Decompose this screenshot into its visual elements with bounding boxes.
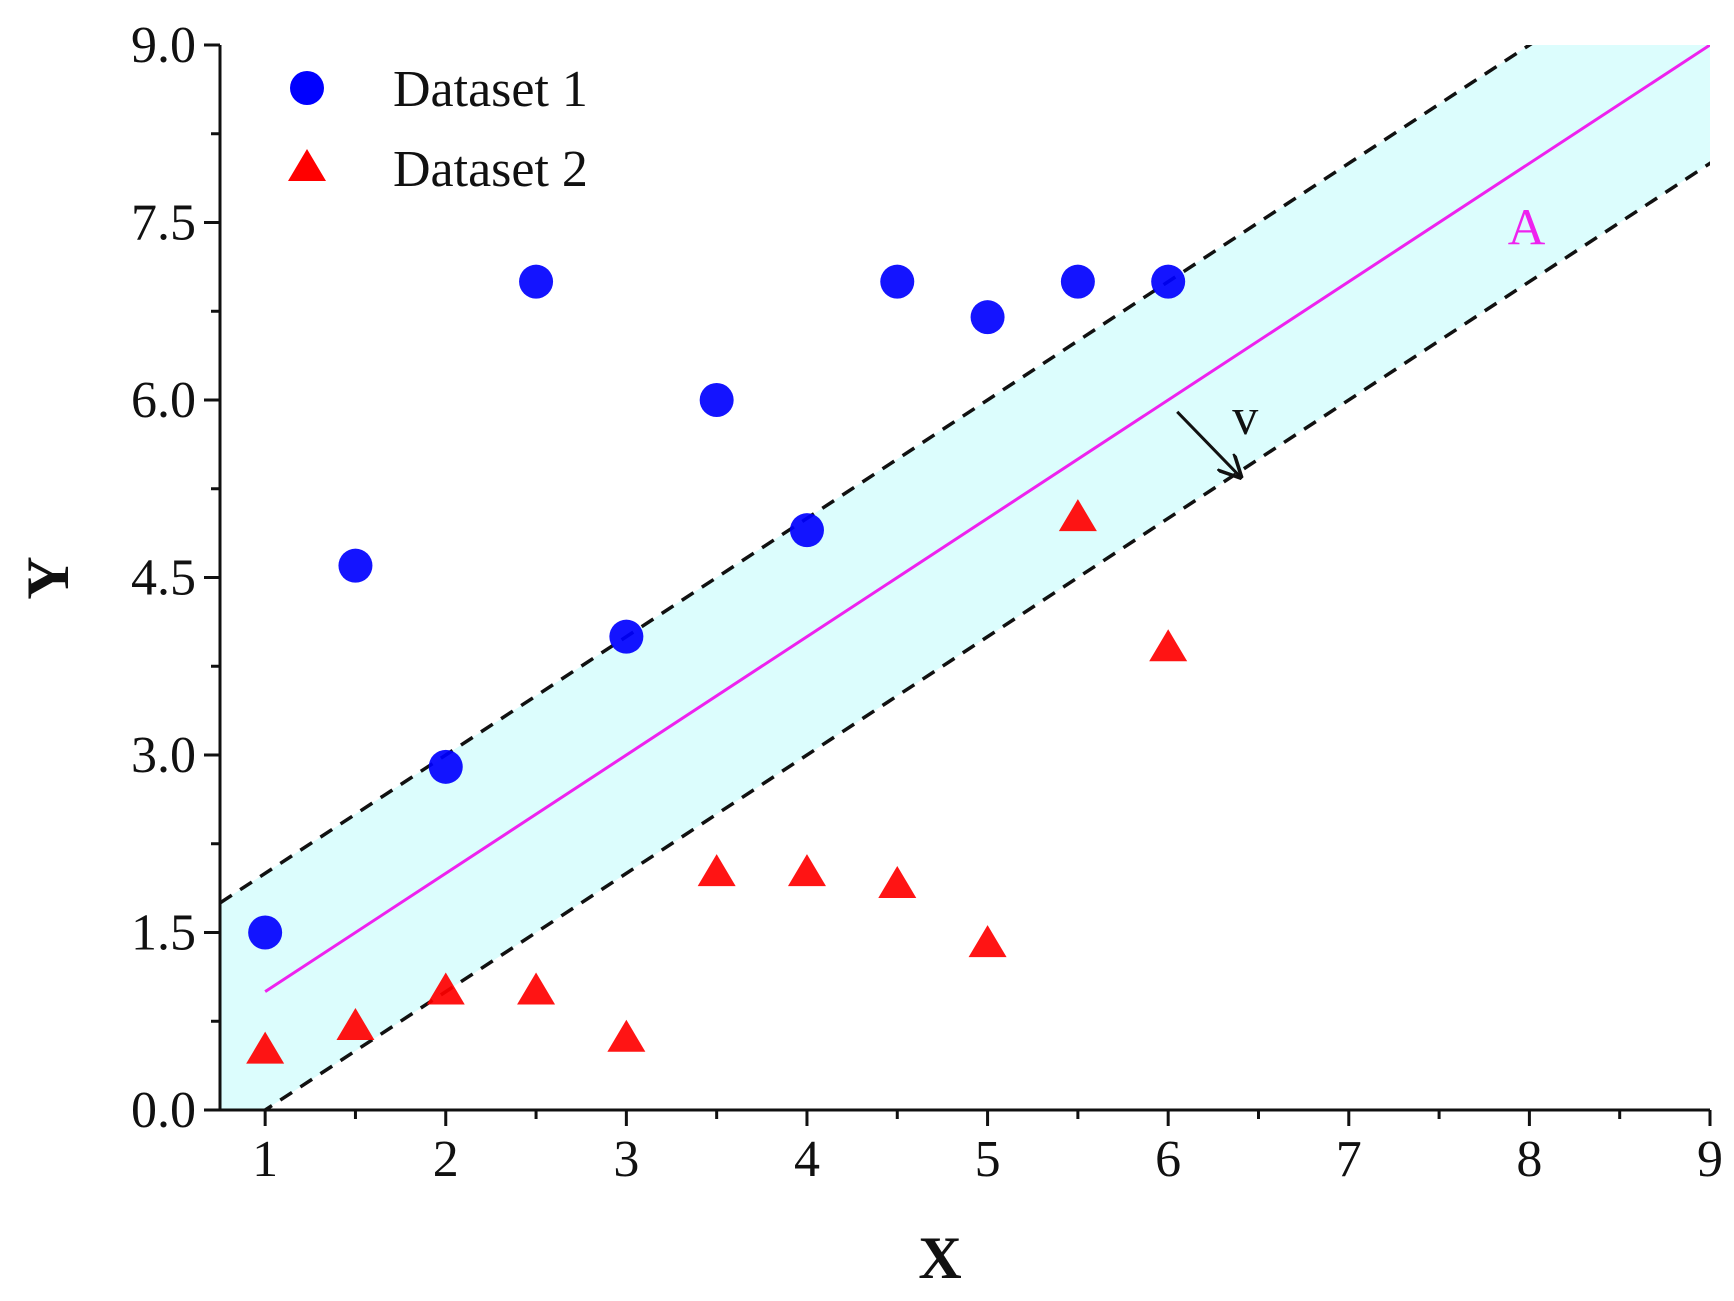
dataset-2-point <box>878 865 917 898</box>
x-tick-label: 9 <box>1697 1131 1723 1188</box>
x-axis-title: X <box>918 1225 961 1291</box>
margin-band <box>220 45 1710 1110</box>
dataset-2-point <box>426 972 465 1005</box>
dataset-2-point <box>787 854 826 887</box>
y-tick-label: 0.0 <box>131 1082 196 1139</box>
x-tick-label: 3 <box>613 1131 639 1188</box>
legend: Dataset 1 Dataset 2 <box>288 61 588 198</box>
dataset-2-point <box>1149 629 1188 662</box>
dataset-2-point <box>697 854 736 887</box>
plot-area <box>220 45 1710 1110</box>
legend-marker-dataset-1 <box>290 71 324 105</box>
dataset-1-point <box>789 513 824 548</box>
y-axis-title: Y <box>15 556 81 599</box>
dataset-2-point <box>246 1031 285 1064</box>
lower-margin-line <box>261 161 1710 1110</box>
dataset-1-point <box>519 264 554 299</box>
dataset-1-point <box>248 915 283 950</box>
dataset-2-point <box>517 972 556 1005</box>
arrow-label: v <box>1232 389 1258 446</box>
dataset-1-point <box>970 300 1005 335</box>
y-tick-label: 9.0 <box>131 17 196 74</box>
x-tick-label: 5 <box>975 1131 1001 1188</box>
x-tick-label: 6 <box>1155 1131 1181 1188</box>
y-tick-label: 1.5 <box>131 905 196 962</box>
dataset-2-point <box>968 925 1007 958</box>
arrow-v <box>1176 410 1240 477</box>
x-tick-label: 8 <box>1516 1131 1542 1188</box>
y-tick-label: 7.5 <box>131 195 196 252</box>
legend-marker-dataset-2 <box>288 149 326 181</box>
legend-label-dataset-2: Dataset 2 <box>393 141 588 198</box>
center-line-a <box>264 45 1710 993</box>
x-tick-label: 7 <box>1336 1131 1362 1188</box>
dataset-2-point <box>336 1007 375 1040</box>
legend-label-dataset-1: Dataset 1 <box>393 61 588 118</box>
axes: 1 2 3 4 5 6 7 8 9 0.0 1.5 3.0 4.5 6.0 7.5 9.0 <box>131 17 1723 1188</box>
dataset-2-point <box>1058 499 1097 532</box>
y-tick-label: 6.0 <box>131 372 196 429</box>
dataset-1-point <box>699 383 734 417</box>
data-points <box>246 264 1188 1064</box>
upper-margin-line <box>220 45 1533 906</box>
dataset-1-point <box>609 619 644 654</box>
dataset-1-point <box>1151 264 1186 299</box>
y-tick-label: 3.0 <box>131 727 196 784</box>
dataset-2-point <box>607 1019 646 1052</box>
x-tick-label: 2 <box>433 1131 459 1188</box>
dataset-1-point <box>338 548 373 583</box>
x-tick-label: 1 <box>252 1131 278 1188</box>
dataset-1-point <box>1060 264 1095 299</box>
y-tick-label: 4.5 <box>131 550 196 607</box>
dataset-1-point <box>880 264 915 299</box>
center-line-label: A <box>1508 200 1546 257</box>
dataset-1-point <box>428 749 463 784</box>
x-tick-label: 4 <box>794 1131 820 1188</box>
